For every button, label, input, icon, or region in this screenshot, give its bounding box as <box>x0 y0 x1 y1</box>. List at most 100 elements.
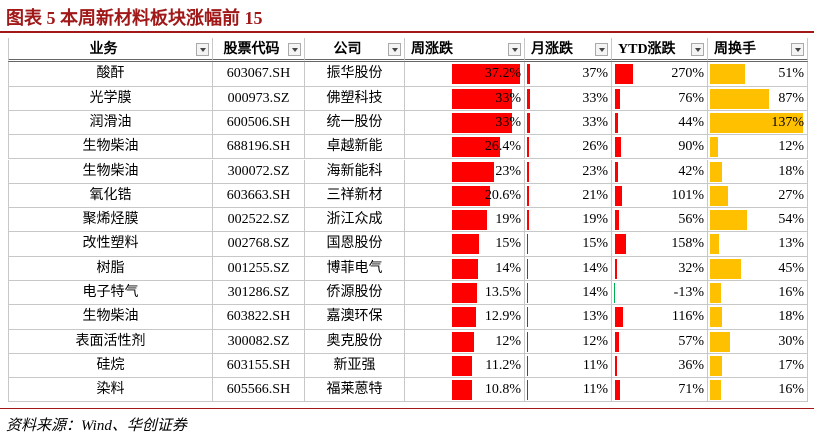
cell-text: 600506.SH <box>226 114 291 130</box>
table-cell: 300072.SZ <box>213 159 305 184</box>
table-cell: 改性塑料 <box>8 232 213 257</box>
table-cell: 270% <box>612 62 708 87</box>
cell-text: 33% <box>495 90 521 106</box>
cell-text: 45% <box>778 260 804 276</box>
table-cell: 12% <box>708 135 808 160</box>
data-bar <box>615 210 619 231</box>
header-cell: 股票代码 <box>213 38 305 63</box>
cell-text: 酸酐 <box>96 66 125 82</box>
cell-text: 23% <box>582 163 608 179</box>
data-bar <box>615 88 621 109</box>
cell-text: 15% <box>495 236 521 252</box>
data-bar <box>527 88 530 109</box>
cell-text: 23% <box>495 163 521 179</box>
bottom-rule <box>0 408 814 409</box>
data-bar <box>710 137 719 158</box>
cell-text: 27% <box>778 187 804 203</box>
cell-text: 统一股份 <box>326 114 383 130</box>
cell-text: 聚烯烃膜 <box>82 212 139 228</box>
header-text: 月涨跌 <box>531 42 573 57</box>
data-bar <box>615 331 619 352</box>
data-bar <box>710 355 722 376</box>
data-bar <box>615 258 618 279</box>
header-text: 业务 <box>89 42 118 57</box>
header-text: 股票代码 <box>223 42 280 57</box>
data-bar <box>452 210 487 231</box>
filter-button[interactable] <box>791 43 804 56</box>
cell-text: 21% <box>582 187 608 203</box>
cell-text: 12% <box>778 139 804 155</box>
table-cell: 57% <box>612 329 708 354</box>
data-bar <box>452 234 480 255</box>
cell-text: 14% <box>582 260 608 276</box>
data-bar <box>452 307 476 328</box>
data-bar <box>710 112 803 133</box>
table-cell: 33% <box>525 110 612 136</box>
cell-text: 44% <box>678 114 704 130</box>
cell-text: 14% <box>495 260 521 276</box>
cell-text: 002522.SZ <box>227 212 290 228</box>
table-cell: -13% <box>612 281 708 306</box>
table-cell: 硅烷 <box>8 353 213 379</box>
cell-text: 301286.SZ <box>227 285 290 300</box>
cell-text: 000973.SZ <box>227 90 290 106</box>
cell-text: 002768.SZ <box>227 236 290 252</box>
filter-button[interactable] <box>691 43 704 56</box>
table-cell: 37.2% <box>405 62 525 87</box>
cell-text: 电子特气 <box>82 285 139 300</box>
header-cell: 周换手 <box>708 38 808 63</box>
cell-text: 14% <box>582 285 608 300</box>
table-cell: 生物柴油 <box>8 159 213 184</box>
cell-text: 300072.SZ <box>227 163 290 179</box>
data-bar <box>452 88 513 109</box>
cell-text: 染料 <box>96 382 125 398</box>
data-bar <box>710 64 745 85</box>
table-cell: 51% <box>708 62 808 87</box>
header-cell: 公司 <box>305 38 405 63</box>
table-cell: 11% <box>525 353 612 379</box>
cell-text: 20.6% <box>484 187 521 203</box>
cell-text: 振华股份 <box>326 66 383 82</box>
filter-button[interactable] <box>508 43 521 56</box>
filter-button[interactable] <box>288 43 301 56</box>
data-bar <box>615 234 626 255</box>
table-cell: 生物柴油 <box>8 305 213 330</box>
filter-button[interactable] <box>388 43 401 56</box>
cell-text: 润滑油 <box>89 114 132 130</box>
table-cell: 13% <box>525 305 612 330</box>
data-bar <box>527 210 529 231</box>
table-cell: 32% <box>612 256 708 281</box>
table-cell: 33% <box>405 86 525 111</box>
table-cell: 海新能科 <box>305 159 405 184</box>
table-cell: 45% <box>708 256 808 281</box>
cell-text: 13% <box>778 236 804 252</box>
table-cell: 12% <box>405 329 525 354</box>
cell-text: 603663.SH <box>226 187 291 203</box>
table-cell: 10.8% <box>405 378 525 403</box>
cell-text: 氧化锆 <box>89 187 132 203</box>
cell-text: 硅烷 <box>96 357 125 373</box>
table-cell: 18% <box>708 159 808 184</box>
table-cell: 新亚强 <box>305 353 405 379</box>
cell-text: 10.8% <box>484 382 521 398</box>
table-cell: 15% <box>405 232 525 257</box>
data-bar <box>615 161 618 182</box>
table-cell: 300082.SZ <box>213 329 305 354</box>
table-cell: 统一股份 <box>305 110 405 136</box>
cell-text: 新亚强 <box>333 357 376 373</box>
table-cell: 奥克股份 <box>305 329 405 354</box>
data-bar <box>615 307 623 328</box>
table-cell: 605566.SH <box>213 378 305 403</box>
table-cell: 13.5% <box>405 281 525 306</box>
data-bar <box>527 161 529 182</box>
filter-button[interactable] <box>595 43 608 56</box>
cell-text: 57% <box>678 333 704 349</box>
table-cell: 福莱蒽特 <box>305 378 405 403</box>
filter-button[interactable] <box>196 43 209 56</box>
table-cell: 15% <box>525 232 612 257</box>
table-cell: 42% <box>612 159 708 184</box>
data-bar <box>452 258 478 279</box>
table-cell: 36% <box>612 353 708 379</box>
table-cell: 染料 <box>8 378 213 403</box>
